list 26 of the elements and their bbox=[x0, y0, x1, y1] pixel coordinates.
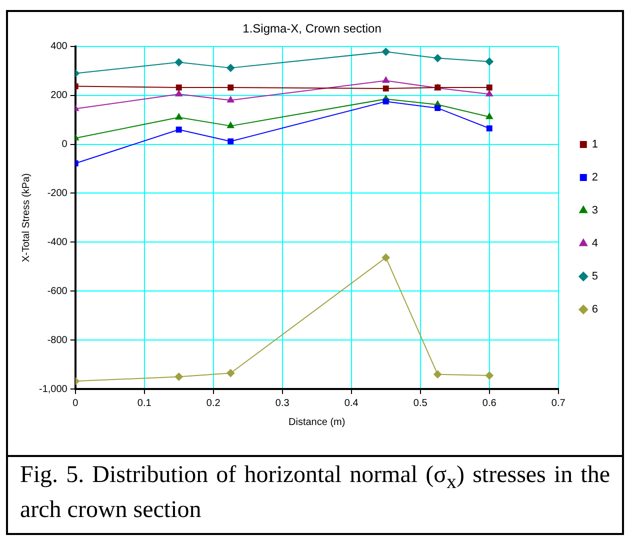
text: Fig. 5. Distribution of horizontal normal (σ$_{x}$) stresses in the arch crown section bbox=[20, 462, 610, 523]
x-tick-label: 0.4 bbox=[344, 398, 359, 409]
y-tick-label: 400 bbox=[50, 41, 68, 52]
y-tick-label: -400 bbox=[47, 236, 68, 248]
y-tick-label: -200 bbox=[47, 188, 68, 199]
y-axis-title: X-Total Stress (kPa) bbox=[20, 173, 32, 262]
legend-label: 6 bbox=[592, 304, 598, 316]
legend-label: 2 bbox=[592, 172, 598, 184]
y-tick-label: 0 bbox=[62, 139, 68, 150]
x-tick-label: 0.5 bbox=[413, 398, 428, 409]
x-tick-label: 0.7 bbox=[551, 398, 566, 409]
x-tick-label: 0.1 bbox=[137, 398, 152, 409]
y-tick-label: -800 bbox=[47, 334, 68, 346]
legend-label: 3 bbox=[592, 204, 598, 217]
y-tick-label: -600 bbox=[47, 286, 68, 297]
legend-label: 5 bbox=[592, 270, 598, 283]
x-tick-label: 0.6 bbox=[482, 398, 497, 409]
x-tick-label: 0 bbox=[72, 398, 79, 409]
legend-label: 1 bbox=[592, 138, 598, 151]
x-tick-label: 0.3 bbox=[275, 398, 290, 409]
chart-title: 1.Sigma-X, Crown section bbox=[242, 22, 382, 36]
y-tick-label: 200 bbox=[50, 90, 68, 102]
y-tick-label: -1,000 bbox=[38, 384, 68, 395]
legend-label: 4 bbox=[592, 238, 598, 250]
x-axis-title: Distance (m) bbox=[288, 416, 346, 428]
x-tick-label: 0.2 bbox=[206, 398, 221, 409]
